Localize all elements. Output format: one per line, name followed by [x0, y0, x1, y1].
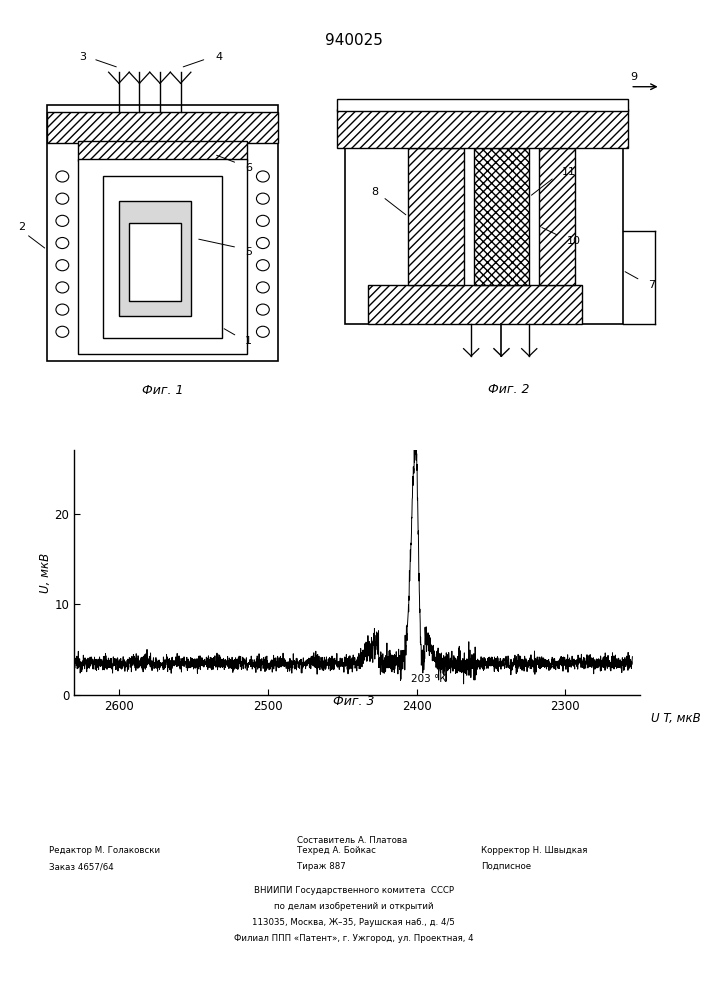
Bar [78, 141, 247, 161]
Text: ВНИИПИ Государственного комитета  СССР: ВНИИПИ Государственного комитета СССР [254, 886, 453, 895]
Text: 3: 3 [79, 52, 86, 62]
Bar [337, 99, 628, 111]
Bar [408, 148, 464, 285]
Text: Заказ 4657/64: Заказ 4657/64 [49, 862, 115, 871]
Text: Фиг. 1: Фиг. 1 [142, 384, 183, 397]
Text: 8: 8 [372, 187, 379, 197]
Bar [337, 109, 628, 148]
Bar [368, 285, 583, 324]
Bar [539, 148, 575, 285]
Text: Составитель А. Платова: Составитель А. Платова [297, 836, 407, 845]
Text: Редактор М. Голаковски: Редактор М. Голаковски [49, 846, 160, 855]
Text: 9: 9 [630, 72, 638, 82]
Text: Тираж 887: Тираж 887 [297, 862, 346, 871]
Bar [103, 176, 222, 338]
Text: 6: 6 [245, 163, 252, 173]
Bar [345, 116, 623, 324]
Text: 7: 7 [648, 280, 655, 290]
Text: Подписное: Подписное [481, 862, 531, 871]
Text: 203 °К: 203 °К [411, 674, 446, 684]
Bar [129, 223, 180, 301]
Text: по делам изобретений и открытий: по делам изобретений и открытий [274, 902, 433, 911]
Text: 2: 2 [18, 223, 25, 232]
Bar [119, 201, 191, 316]
Text: 11: 11 [562, 167, 576, 177]
Text: Фиг. 2: Фиг. 2 [489, 383, 530, 396]
Y-axis label: U, мкВ: U, мкВ [39, 552, 52, 593]
Bar [474, 148, 530, 285]
Text: 113035, Москва, Ж–35, Раушская наб., д. 4/5: 113035, Москва, Ж–35, Раушская наб., д. … [252, 918, 455, 927]
Text: Корректор Н. Швыдкая: Корректор Н. Швыдкая [481, 846, 587, 855]
Bar [47, 112, 279, 143]
Text: Фиг. 3: Фиг. 3 [333, 695, 374, 708]
Text: Техред А. Бойкас: Техред А. Бойкас [297, 846, 376, 855]
Bar [47, 105, 279, 361]
Text: 10: 10 [567, 236, 581, 246]
Text: 940025: 940025 [325, 33, 382, 48]
Text: U T, мкВ: U T, мкВ [651, 712, 701, 725]
Text: Филиал ППП «Патент», г. Ужгород, ул. Проектная, 4: Филиал ППП «Патент», г. Ужгород, ул. Про… [234, 934, 473, 943]
Text: 5: 5 [245, 247, 252, 257]
Text: 1: 1 [245, 336, 252, 346]
Text: 4: 4 [216, 52, 223, 62]
Bar [78, 159, 247, 354]
